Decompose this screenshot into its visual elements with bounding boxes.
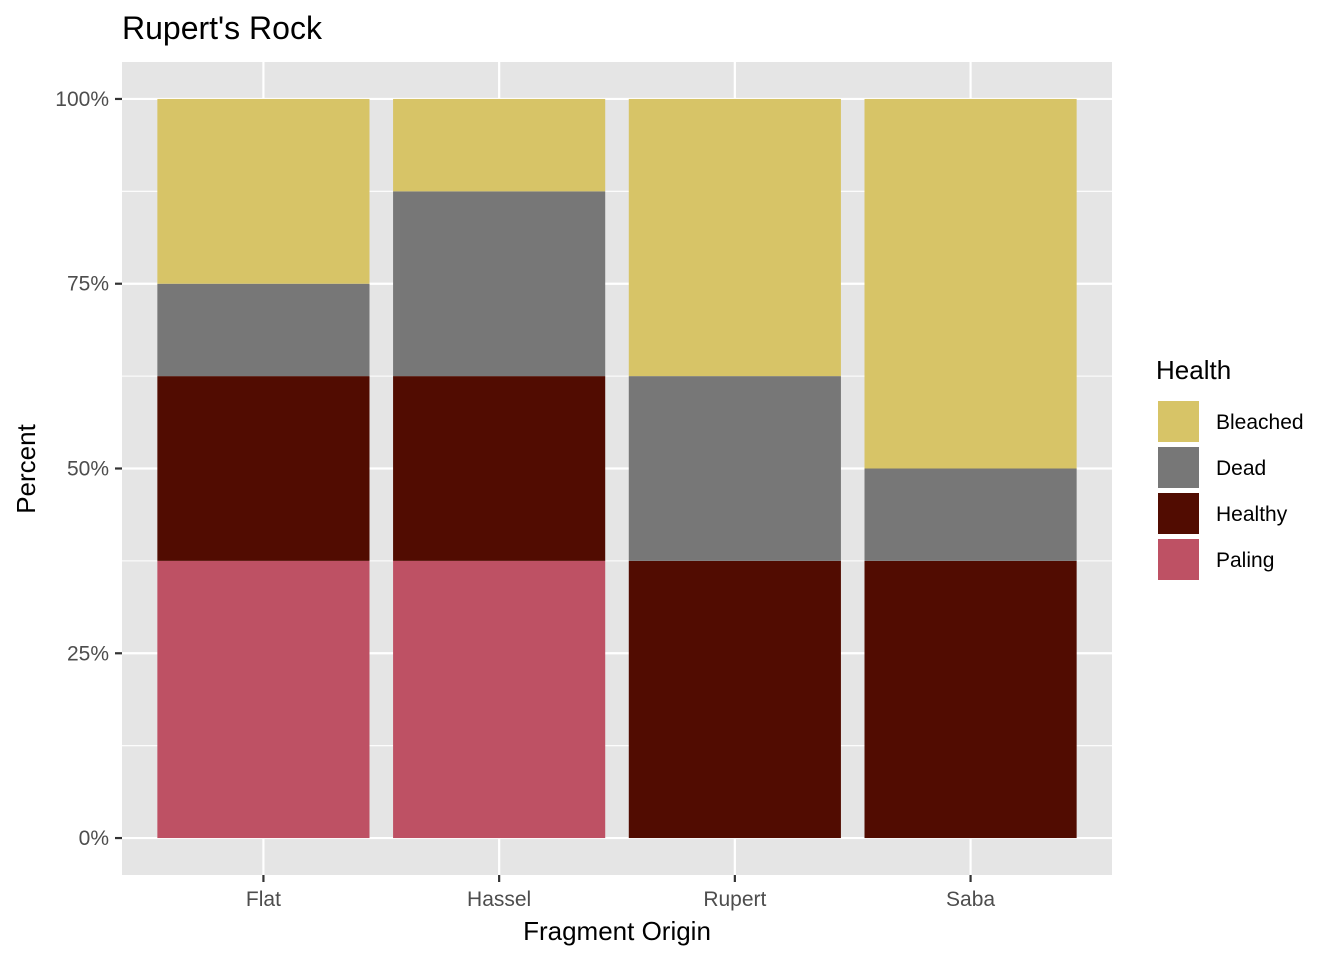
x-tick-label: Flat [246,888,281,911]
bar-rupert-dead [628,376,841,561]
legend-label-bleached: Bleached [1216,411,1304,434]
x-axis: Flat Hassel Rupert Saba [246,875,995,911]
bar-rupert-bleached [628,98,841,377]
legend-key-paling [1156,537,1201,582]
chart-title: Rupert's Rock [122,10,323,46]
y-tick-label: 0% [79,827,109,850]
y-axis-title: Percent [11,423,41,513]
legend-label-dead: Dead [1216,457,1266,480]
legend-title: Health [1156,355,1231,385]
bar-flat-bleached [157,98,370,284]
y-tick-label: 50% [67,458,109,481]
legend-key-healthy [1156,491,1201,536]
legend-label-paling: Paling [1216,549,1274,572]
bar-saba-healthy [864,560,1077,839]
x-tick-label: Rupert [703,888,766,911]
bar-hassel-healthy [393,376,606,561]
bars [157,98,1077,839]
bar-hassel-paling [393,560,606,839]
x-tick-label: Hassel [467,888,531,911]
bar-flat-dead [157,283,370,377]
legend-key-dead [1156,445,1201,490]
legend-label-healthy: Healthy [1216,503,1288,526]
bar-rupert-healthy [628,560,841,839]
legend-key-bleached [1156,399,1201,444]
y-axis: 0% 25% 50% 75% 100% [55,88,122,850]
bar-hassel-dead [393,191,606,377]
bar-flat-paling [157,560,370,839]
bar-saba-bleached [864,98,1077,469]
legend: Health Bleached Dead Healthy Paling [1156,355,1304,582]
y-tick-label: 100% [55,88,109,111]
bar-hassel-bleached [393,98,606,192]
x-tick-label: Saba [946,888,995,911]
bar-flat-healthy [157,376,370,561]
bar-saba-dead [864,468,1077,561]
y-tick-label: 75% [67,273,109,296]
x-axis-title: Fragment Origin [523,916,711,946]
y-tick-label: 25% [67,642,109,665]
